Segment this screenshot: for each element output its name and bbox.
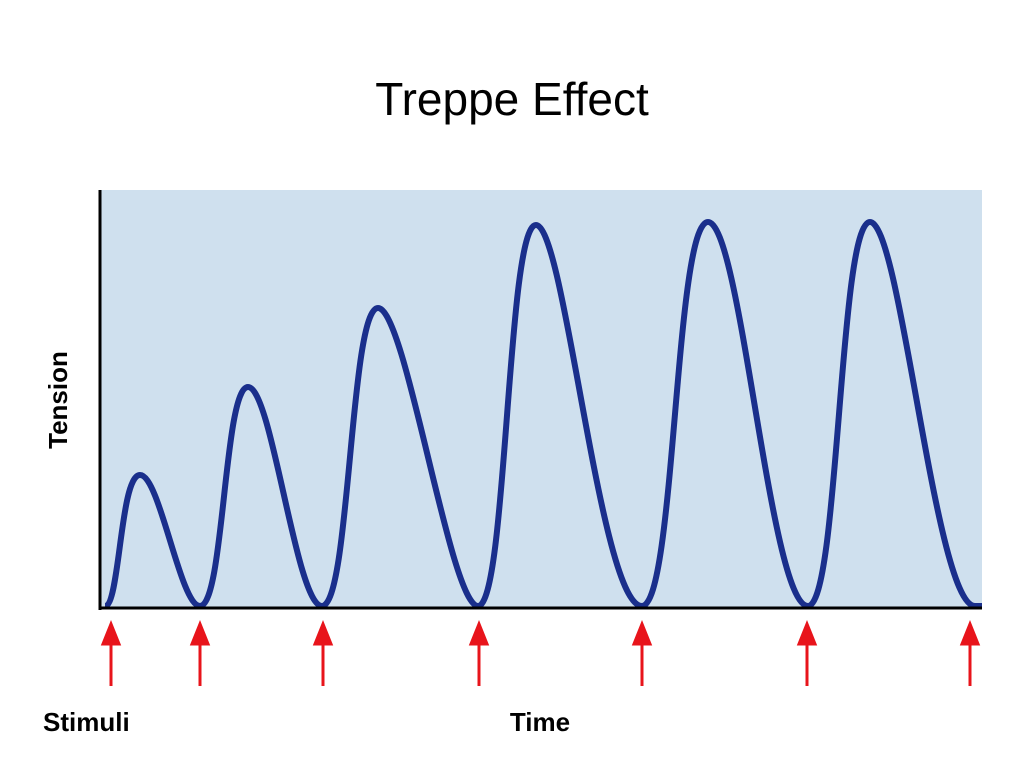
arrow-head bbox=[189, 619, 211, 646]
title: Treppe Effect bbox=[375, 73, 649, 125]
arrow-head bbox=[631, 619, 653, 646]
stimulus-arrows bbox=[100, 619, 981, 686]
tension-curve bbox=[103, 219, 982, 609]
arrow-head bbox=[468, 619, 490, 646]
arrow-head bbox=[796, 619, 818, 646]
x-axis-label: Time bbox=[510, 707, 570, 737]
plot-area bbox=[100, 190, 982, 608]
arrow-head bbox=[312, 619, 334, 646]
arrow-head bbox=[100, 619, 122, 646]
y-axis-label: Tension bbox=[43, 351, 73, 449]
stimuli-label: Stimuli bbox=[43, 707, 130, 737]
arrow-head bbox=[959, 619, 981, 646]
